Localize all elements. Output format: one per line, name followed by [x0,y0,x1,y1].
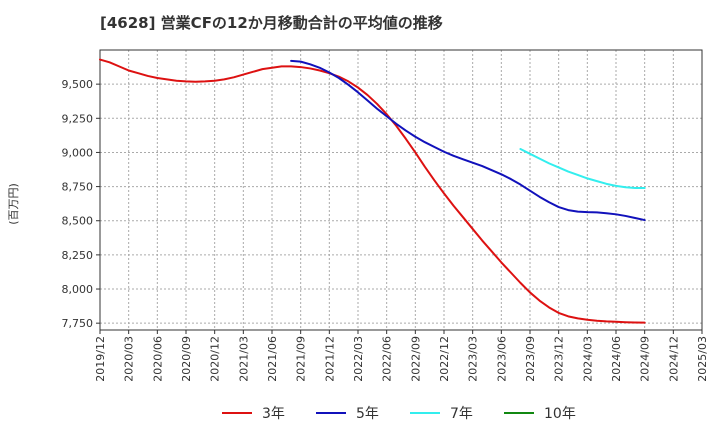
series-line-7年 [519,148,646,189]
y-tick-label: 8,000 [62,283,94,296]
x-tick-label: 2023/12 [553,336,566,382]
x-tick-label: 2020/03 [123,336,136,382]
y-tick-label: 9,250 [62,112,94,125]
legend-label: 5年 [356,406,379,422]
x-tick-label: 2024/12 [667,336,680,382]
plot-frame [99,49,703,331]
x-tick-label: 2025/03 [696,336,709,382]
x-tick-label: 2023/03 [467,336,480,382]
x-tick-label: 2019/12 [94,336,107,382]
legend-label: 3年 [262,406,285,422]
legend-item: 3年 [222,406,285,422]
series-line-3年 [99,58,646,324]
x-tick-label: 2024/03 [581,336,594,382]
x-tick-label: 2021/09 [295,336,308,382]
legend: 3年 5年 7年 10年 [222,406,576,422]
y-tick-label: 8,750 [62,181,94,194]
x-tick-label: 2024/09 [639,336,652,382]
x-axis-ticks: 2019/12 2020/03 2020/06 2020/09 2020/12 2021/… [94,330,709,382]
x-tick-label: 2020/09 [180,336,193,382]
x-tick-label: 2021/06 [266,336,279,382]
x-tick-label: 2021/12 [323,336,336,382]
x-tick-label: 2023/06 [495,336,508,382]
x-tick-label: 2023/09 [524,336,537,382]
series-lines [99,58,646,324]
x-tick-label: 2022/12 [438,336,451,382]
grid [99,50,703,330]
y-axis-label: (百万円) [7,183,20,225]
x-tick-label: 2021/03 [237,336,250,382]
y-tick-label: 9,000 [62,146,94,159]
legend-label: 7年 [450,406,473,422]
x-tick-label: 2020/12 [209,336,222,382]
x-tick-label: 2020/06 [151,336,164,382]
legend-item: 5年 [316,406,379,422]
x-tick-label: 2022/03 [352,336,365,382]
legend-label: 10年 [544,406,576,422]
y-tick-label: 9,500 [62,78,94,91]
y-tick-label: 8,500 [62,215,94,228]
legend-item: 7年 [410,406,473,422]
y-axis-ticks: 7,750 8,000 8,250 8,500 8,750 9,000 9,250 9,500 [62,78,100,330]
chart-title: [4628] 営業CFの12か月移動合計の平均値の推移 [100,14,443,32]
x-tick-label: 2024/06 [610,336,623,382]
y-tick-label: 7,750 [62,317,94,330]
legend-item: 10年 [504,406,576,422]
x-tick-label: 2022/06 [381,336,394,382]
y-tick-label: 8,250 [62,249,94,262]
x-tick-label: 2022/09 [409,336,422,382]
series-line-5年 [290,59,646,222]
